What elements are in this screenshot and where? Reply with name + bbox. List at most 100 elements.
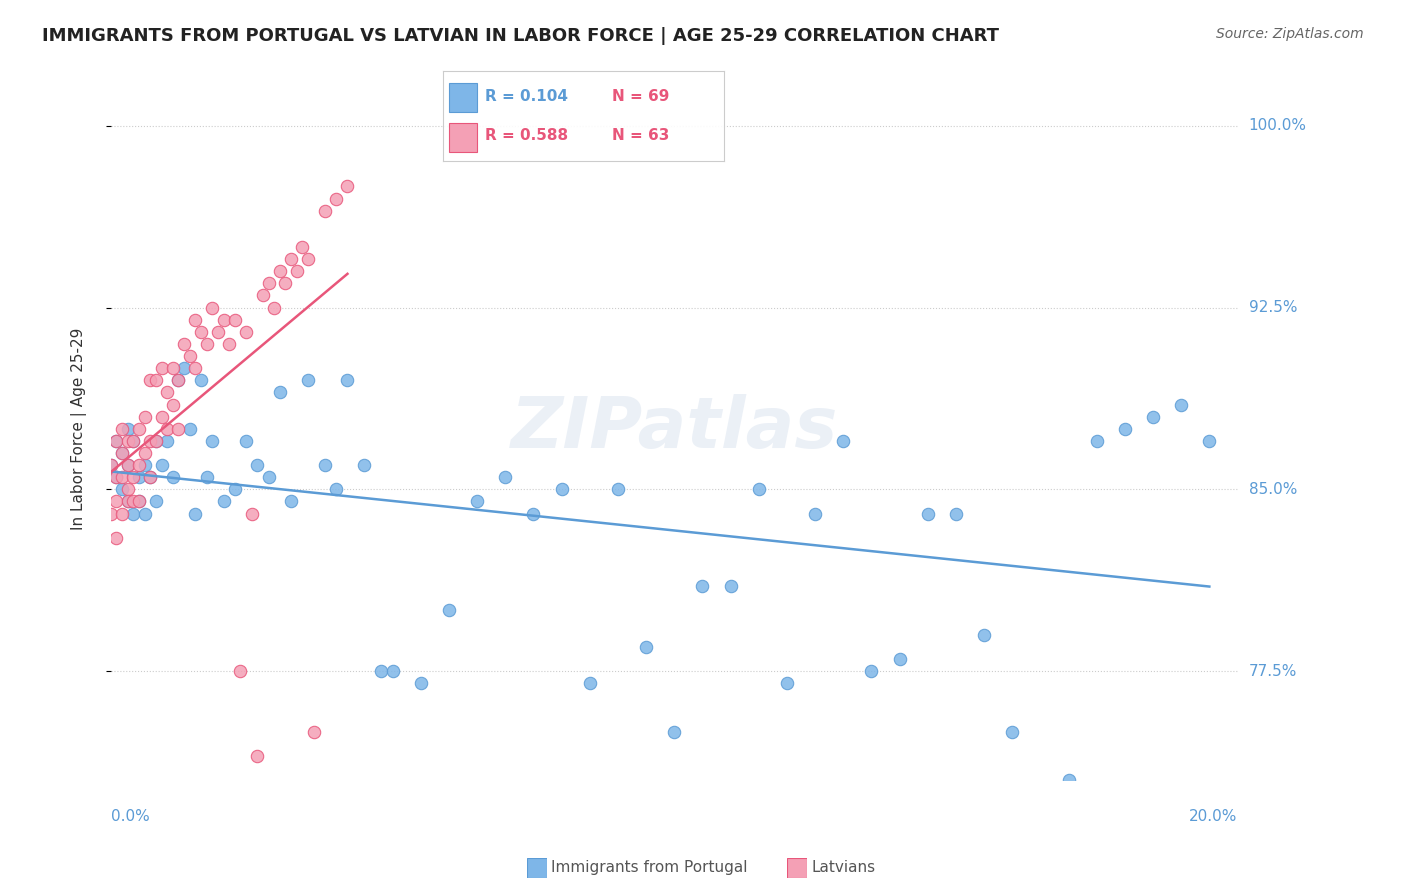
Point bbox=[973, 628, 995, 642]
Point bbox=[634, 640, 657, 654]
Point bbox=[235, 325, 257, 339]
Point bbox=[156, 422, 179, 436]
Point bbox=[100, 458, 122, 472]
Point bbox=[336, 179, 359, 194]
Point bbox=[105, 494, 128, 508]
Point bbox=[1114, 422, 1136, 436]
Point bbox=[100, 458, 122, 472]
Point bbox=[748, 483, 770, 497]
Text: R = 0.588: R = 0.588 bbox=[485, 128, 568, 143]
Point bbox=[162, 397, 184, 411]
Point bbox=[370, 664, 392, 678]
Point bbox=[184, 507, 207, 521]
Point bbox=[150, 409, 173, 424]
Point bbox=[776, 676, 799, 690]
Point bbox=[167, 373, 190, 387]
Point bbox=[297, 252, 319, 267]
Text: 77.5%: 77.5% bbox=[1249, 664, 1296, 679]
Point bbox=[145, 373, 167, 387]
Point bbox=[246, 748, 269, 763]
Point bbox=[889, 652, 911, 666]
Point bbox=[257, 470, 280, 484]
Point bbox=[128, 422, 150, 436]
Point bbox=[156, 434, 179, 448]
Point bbox=[139, 434, 162, 448]
Point bbox=[201, 301, 224, 315]
Point bbox=[578, 676, 600, 690]
Point bbox=[465, 494, 488, 508]
Point bbox=[218, 337, 240, 351]
Point bbox=[606, 483, 628, 497]
Text: N = 69: N = 69 bbox=[612, 89, 669, 103]
Point bbox=[224, 483, 246, 497]
Text: 20.0%: 20.0% bbox=[1189, 809, 1237, 824]
Point bbox=[150, 458, 173, 472]
Point bbox=[105, 470, 128, 484]
Point bbox=[111, 422, 134, 436]
Point bbox=[302, 724, 325, 739]
Point bbox=[291, 240, 314, 254]
Point bbox=[134, 409, 156, 424]
Point bbox=[550, 483, 572, 497]
Text: R = 0.104: R = 0.104 bbox=[485, 89, 568, 103]
Text: ZIPatlas: ZIPatlas bbox=[510, 394, 838, 463]
Point bbox=[832, 434, 855, 448]
Point bbox=[134, 507, 156, 521]
Point bbox=[122, 470, 145, 484]
Point bbox=[134, 458, 156, 472]
Point bbox=[139, 470, 162, 484]
Point bbox=[111, 470, 134, 484]
Text: 92.5%: 92.5% bbox=[1249, 300, 1298, 315]
Point bbox=[381, 664, 404, 678]
Point bbox=[122, 434, 145, 448]
Point bbox=[917, 507, 939, 521]
Point bbox=[117, 494, 139, 508]
Point bbox=[280, 252, 302, 267]
Point bbox=[184, 361, 207, 376]
Point bbox=[105, 434, 128, 448]
Point bbox=[246, 458, 269, 472]
Y-axis label: In Labor Force | Age 25-29: In Labor Force | Age 25-29 bbox=[72, 327, 87, 530]
Text: 85.0%: 85.0% bbox=[1249, 482, 1296, 497]
Point bbox=[179, 349, 201, 363]
Point bbox=[269, 385, 291, 400]
FancyBboxPatch shape bbox=[449, 83, 477, 112]
Point bbox=[139, 470, 162, 484]
Point bbox=[117, 494, 139, 508]
Text: 100.0%: 100.0% bbox=[1249, 119, 1306, 134]
Text: IMMIGRANTS FROM PORTUGAL VS LATVIAN IN LABOR FORCE | AGE 25-29 CORRELATION CHART: IMMIGRANTS FROM PORTUGAL VS LATVIAN IN L… bbox=[42, 27, 1000, 45]
Point bbox=[325, 483, 347, 497]
Point bbox=[207, 325, 229, 339]
Point bbox=[100, 507, 122, 521]
Point bbox=[522, 507, 544, 521]
Point bbox=[240, 507, 263, 521]
Point bbox=[162, 361, 184, 376]
Point bbox=[190, 325, 212, 339]
Point bbox=[139, 373, 162, 387]
Point bbox=[229, 664, 252, 678]
Point bbox=[212, 494, 235, 508]
Point bbox=[117, 422, 139, 436]
Point bbox=[437, 603, 460, 617]
Point bbox=[263, 301, 285, 315]
Point bbox=[1001, 724, 1024, 739]
Point bbox=[269, 264, 291, 278]
Point bbox=[117, 458, 139, 472]
Point bbox=[224, 312, 246, 326]
Point bbox=[122, 494, 145, 508]
Point bbox=[156, 385, 179, 400]
Point bbox=[145, 434, 167, 448]
Point bbox=[162, 470, 184, 484]
Point bbox=[134, 446, 156, 460]
Text: N = 63: N = 63 bbox=[612, 128, 669, 143]
Point bbox=[297, 373, 319, 387]
Text: Latvians: Latvians bbox=[811, 861, 876, 875]
Point bbox=[128, 458, 150, 472]
Point bbox=[692, 579, 714, 593]
Point bbox=[128, 494, 150, 508]
Point bbox=[167, 373, 190, 387]
Point bbox=[945, 507, 967, 521]
Point bbox=[212, 312, 235, 326]
Point bbox=[314, 203, 336, 218]
Point bbox=[409, 676, 432, 690]
